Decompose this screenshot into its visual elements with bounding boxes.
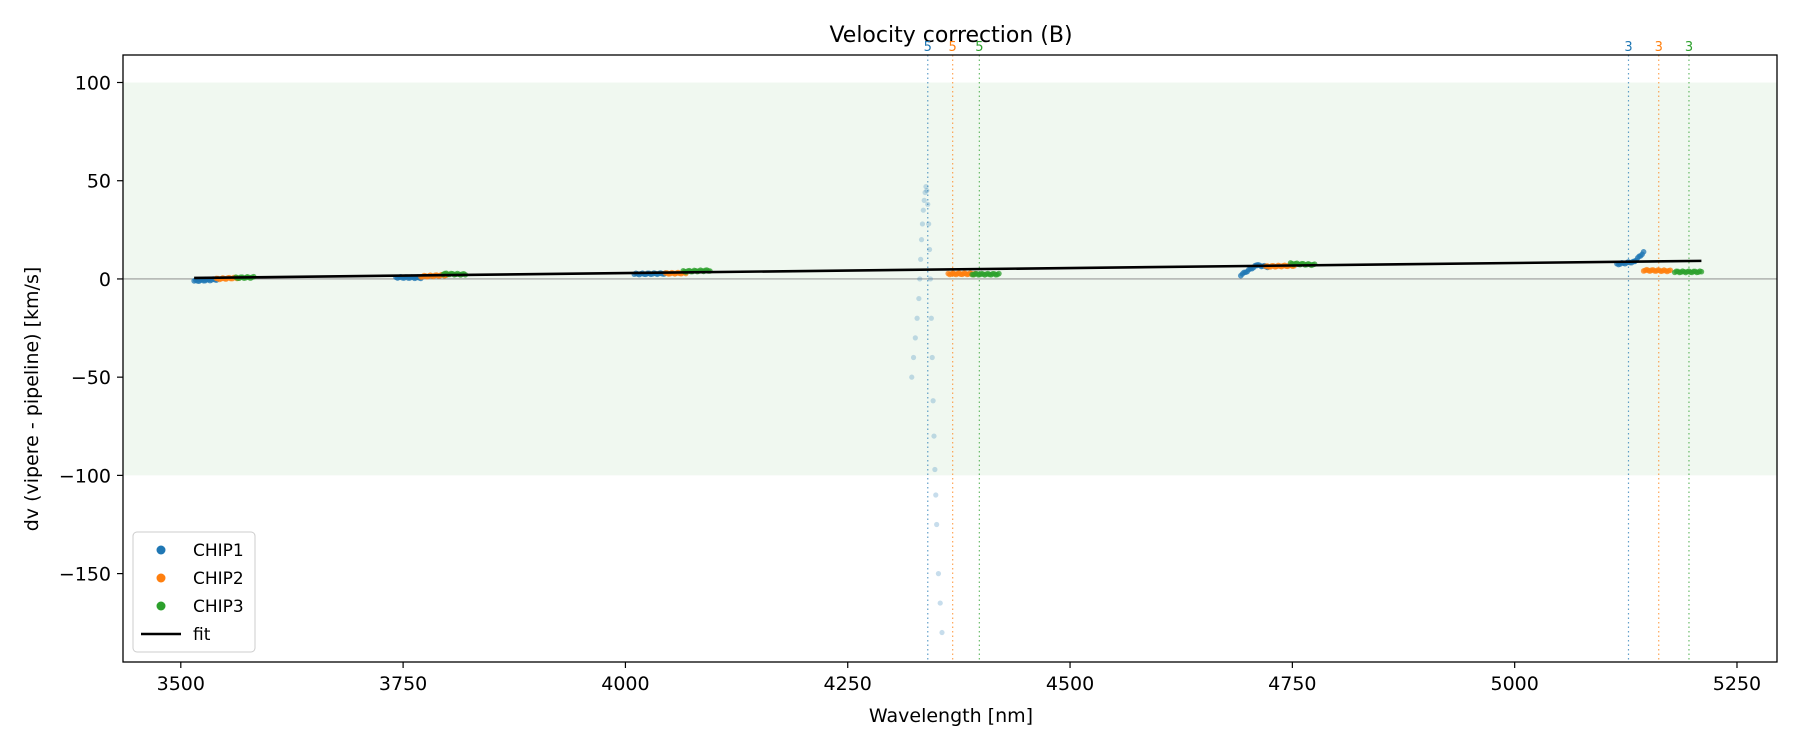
outlier-point [937, 600, 943, 606]
outlier-point [934, 521, 940, 528]
outlier-point [916, 295, 922, 302]
y-tick-label-5: 100 [75, 73, 111, 95]
x-tick-label-7: 5250 [1713, 673, 1761, 695]
outlier-point [918, 237, 925, 243]
x-tick-label-6: 5000 [1490, 673, 1538, 695]
data-point [996, 270, 1002, 277]
outlier-point [939, 629, 945, 636]
legend-label-chip1: CHIP1 [193, 541, 244, 561]
outlier-point [917, 276, 923, 282]
outlier-point [910, 354, 917, 361]
outlier-point [919, 221, 926, 227]
y-tick-label-4: 50 [87, 171, 111, 193]
outlier-point [928, 315, 934, 321]
outlier-point [914, 315, 920, 321]
outlier-point [930, 398, 936, 404]
outlier-point [921, 197, 927, 203]
axes-frame [122, 54, 1778, 663]
outlier-point [918, 256, 924, 262]
plot-inner [123, 55, 1777, 662]
legend-box [132, 531, 256, 653]
chart-title: Velocity correction (B) [829, 23, 1072, 48]
outlier-point [924, 187, 930, 194]
x-tick-label-2: 4000 [601, 673, 649, 695]
y-tick-label-1: −100 [59, 465, 111, 487]
outlier-point [909, 374, 915, 380]
outlier-point [920, 207, 926, 213]
legend-swatch-chip3 [156, 601, 166, 611]
x-tick-label-5: 4750 [1268, 673, 1316, 695]
x-tick-label-1: 3750 [379, 673, 427, 695]
x-axis-label: Wavelength [nm] [869, 705, 1033, 727]
outlier-point [926, 221, 932, 227]
fit-line [194, 259, 1702, 280]
legend-swatch-chip2 [156, 573, 166, 583]
outlier-point [923, 184, 929, 190]
legend-swatch-chip1 [156, 545, 166, 555]
y-axis-label: dv (vipere - pipeline) [km/s] [21, 267, 43, 532]
outlier-point [933, 492, 939, 498]
data-point [1667, 267, 1674, 274]
outlier-point [929, 354, 935, 361]
y-tick-label-3: 0 [99, 269, 111, 291]
outlier-point [912, 335, 918, 341]
legend-label-chip2: CHIP2 [193, 569, 244, 589]
marker-vline-label-4: 3 [1655, 40, 1663, 55]
outlier-point [922, 189, 928, 196]
y-tick-label-0: −150 [59, 564, 111, 586]
marker-vline-label-2: 5 [975, 40, 983, 55]
outlier-point [935, 571, 942, 577]
legend-label-chip3: CHIP3 [193, 597, 244, 617]
x-tick-label-0: 3500 [157, 673, 205, 695]
marker-vline-label-5: 3 [1685, 40, 1693, 55]
marker-vline-label-0: 5 [924, 40, 932, 55]
x-tick-label-3: 4250 [824, 673, 872, 695]
marker-vline-label-1: 5 [949, 40, 957, 55]
data-point [1640, 249, 1647, 255]
outlier-point [927, 276, 934, 282]
data-point [1698, 268, 1705, 275]
marker-vline-label-3: 3 [1624, 40, 1632, 55]
legend: CHIP1 CHIP2 CHIP3 fit [132, 531, 256, 653]
y-tick-label-2: −50 [71, 367, 111, 389]
legend-label-fit: fit [193, 625, 211, 645]
outlier-point [931, 433, 937, 439]
x-tick-label-4: 4500 [1046, 673, 1094, 695]
outlier-point [932, 466, 938, 473]
outlier-point [926, 246, 933, 253]
plot-area: 3500 3750 4000 4250 4500 4750 5000 5250 −150 −100… [59, 54, 1778, 695]
outlier-point [925, 201, 931, 207]
